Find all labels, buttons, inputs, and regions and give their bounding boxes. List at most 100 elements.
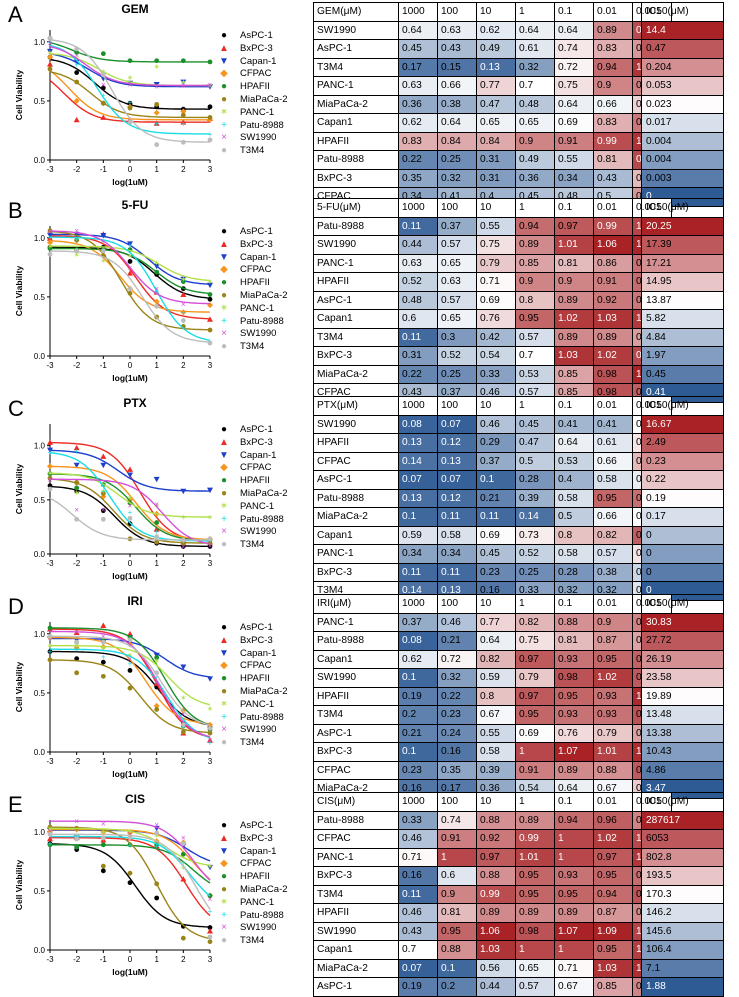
x-tick-label: -3 — [46, 757, 54, 766]
table-row: BxPC-30.160.60.880.950.930.950.94 — [313, 866, 672, 886]
viability-cell: 0.13 — [476, 57, 516, 77]
series-line-panc-1 — [50, 245, 211, 282]
viability-cell: 1.03 — [554, 346, 594, 366]
viability-cell: 0.57 — [437, 290, 477, 310]
viability-cell: 0.95 — [437, 921, 477, 941]
table-header-cell: 0.01 — [593, 2, 633, 22]
data-point-patu-8988: + — [74, 235, 79, 244]
viability-cell: 0.12 — [437, 488, 477, 508]
data-point-sw1990: × — [128, 830, 133, 839]
viability-cell: 0.61 — [515, 39, 555, 59]
data-point-hpafii — [74, 844, 80, 850]
legend-item: ● AsPC-1 — [218, 226, 288, 239]
viability-cell: 0.62 — [398, 649, 438, 669]
viability-cell: 0.97 — [476, 847, 516, 867]
data-point-patu-8988: + — [181, 723, 186, 732]
data-point-cfpac — [180, 108, 187, 115]
cell-line-label: Capan1 — [313, 649, 399, 669]
legend-item: ▲ BxPC-3 — [218, 833, 288, 846]
legend-marker-icon: + — [221, 513, 227, 525]
legend-label: T3M4 — [240, 145, 265, 157]
legend-marker-icon: ✶ — [219, 698, 229, 710]
cell-line-label: MiaPaCa-2 — [313, 958, 399, 978]
data-point-panc-1: ✶ — [207, 862, 214, 871]
data-point-cfpac — [47, 54, 53, 61]
viability-cell: 0.89 — [593, 327, 633, 347]
data-point-aspc-1 — [74, 70, 80, 75]
y-axis-label: Cell Viability — [14, 266, 24, 317]
legend-marker-icon: × — [221, 526, 227, 538]
legend-marker-icon: ● — [220, 539, 228, 551]
x-tick-label: -2 — [73, 165, 81, 174]
data-point-bxpc-3 — [180, 291, 187, 297]
data-point-panc-1: ✶ — [207, 513, 214, 522]
chart-title: IRI — [127, 594, 143, 608]
data-point-hpafii — [154, 269, 160, 275]
legend-item: + Patu-8988 — [218, 910, 288, 923]
viability-cell: 0.65 — [476, 113, 516, 133]
ic50-cell: 0.45 — [641, 364, 724, 384]
data-point-bxpc-3 — [180, 876, 187, 882]
data-point-patu-8988: + — [48, 448, 53, 457]
chart-title: 5-FU — [121, 198, 149, 212]
viability-cell: 0.92 — [593, 290, 633, 310]
table-header-cell: 100 — [437, 594, 477, 614]
cell-line-label: BxPC-3 — [313, 562, 399, 582]
ic50-cell: 287617 — [641, 810, 724, 830]
cell-line-label: PANC-1 — [313, 847, 399, 867]
legend-item: ▼ Capan-1 — [218, 252, 288, 265]
viability-cell: 1.03 — [476, 940, 516, 960]
ic50-cell: 0.053 — [641, 76, 724, 96]
viability-cell: 0.46 — [398, 903, 438, 923]
legend-marker-icon: ◆ — [220, 264, 228, 276]
data-point-aspc-1 — [100, 868, 106, 874]
viability-cell: 0.88 — [554, 612, 594, 632]
legend-marker-icon: ✶ — [219, 500, 229, 512]
viability-cell: 0.48 — [515, 94, 555, 114]
data-point-t3m4 — [100, 835, 106, 841]
viability-cell: 0.7 — [515, 76, 555, 96]
x-tick-label: 3 — [208, 955, 213, 964]
table-header-cell: 0.1 — [554, 594, 594, 614]
cell-line-label: Patu-8988 — [313, 216, 399, 236]
viability-cell: 0.9 — [515, 131, 555, 151]
x-tick-label: -1 — [100, 361, 108, 370]
data-point-panc-1: ✶ — [180, 275, 187, 284]
legend-item: ▲ BxPC-3 — [218, 43, 288, 56]
viability-cell: 0.34 — [437, 544, 477, 564]
legend-marker-icon: ● — [220, 737, 228, 749]
data-point-t3m4 — [74, 639, 80, 645]
viability-cell: 0.41 — [554, 414, 594, 434]
table-header-cell: CIS(μM) — [313, 792, 399, 812]
viability-cell: 0.39 — [515, 488, 555, 508]
data-point-capan-1 — [153, 263, 160, 270]
legend-item: ◆ CFPAC — [218, 858, 288, 871]
legend-label: AsPC-1 — [240, 622, 273, 633]
viability-cell: 0.45 — [476, 544, 516, 564]
data-point-miapaca-2 — [154, 707, 160, 712]
viability-cell: 0.74 — [437, 810, 477, 830]
viability-cell: 0.1 — [398, 742, 438, 762]
viability-cell: 0.82 — [593, 525, 633, 545]
y-tick-label: 0.5 — [34, 97, 46, 106]
legend-label: SW1990 — [240, 724, 277, 736]
legend-item: ● HPAFII — [218, 871, 288, 884]
viability-cell: 0.97 — [593, 847, 633, 867]
viability-cell: 0.89 — [554, 327, 594, 347]
cell-line-label: T3M4 — [313, 705, 399, 725]
viability-cell: 0.14 — [515, 507, 555, 527]
table-row: BxPC-30.310.520.540.71.031.020.996 — [313, 346, 672, 366]
ic50-cell: 6053 — [641, 829, 724, 849]
ic50-cell: 0 — [641, 544, 724, 564]
legend-item: ● MiaPaCa-2 — [218, 290, 288, 303]
viability-cell: 0.64 — [437, 113, 477, 133]
ic50-cell: 1.97 — [641, 346, 724, 366]
viability-cell: 0.6 — [398, 309, 438, 329]
viability-cell: 0.99 — [515, 829, 555, 849]
